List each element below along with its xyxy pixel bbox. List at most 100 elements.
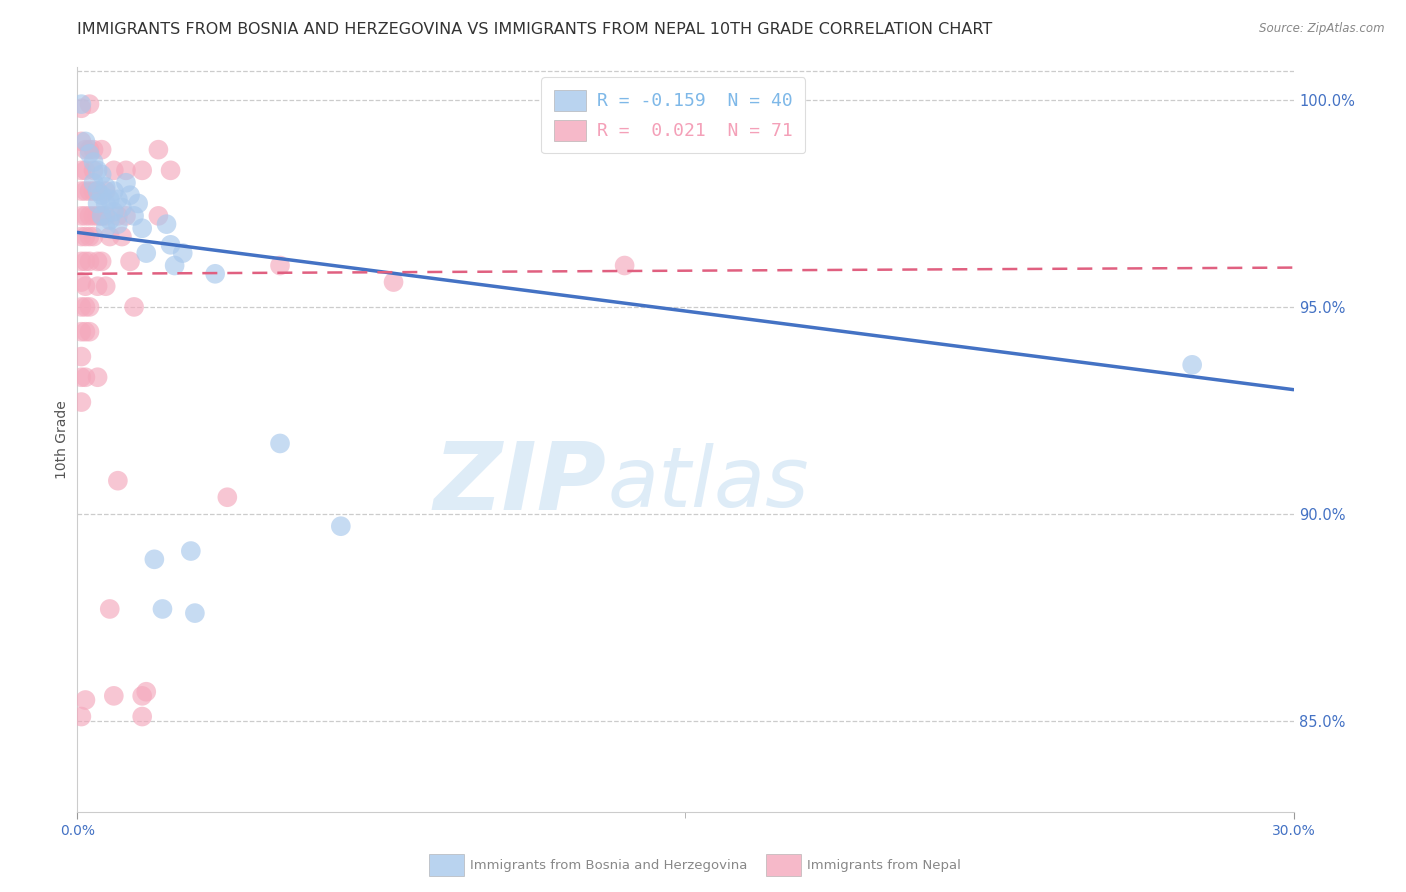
Point [75, 279, 97, 293]
Text: Immigrants from Nepal: Immigrants from Nepal [807, 859, 960, 871]
Point [115, 209, 138, 223]
Point [115, 163, 138, 178]
Text: Source: ZipAtlas.com: Source: ZipAtlas.com [1260, 22, 1385, 36]
Point [159, 237, 181, 252]
Point [90, 143, 112, 157]
Point [98, 602, 121, 616]
Point [83, 163, 105, 178]
Point [111, 201, 134, 215]
Point [86, 209, 108, 223]
Point [107, 192, 129, 206]
Point [269, 436, 291, 450]
Point [90, 209, 112, 223]
Text: ZIP: ZIP [433, 438, 606, 530]
Point [155, 217, 177, 231]
Point [159, 163, 181, 178]
Point [103, 163, 125, 178]
Text: Immigrants from Bosnia and Herzegovina: Immigrants from Bosnia and Herzegovina [470, 859, 747, 871]
Point [83, 176, 105, 190]
Point [70, 370, 93, 384]
Point [94, 180, 117, 194]
Point [70, 254, 93, 268]
Point [1181, 358, 1204, 372]
Point [70, 275, 93, 289]
Point [83, 143, 105, 157]
Point [180, 544, 202, 558]
Point [107, 209, 129, 223]
Point [204, 267, 226, 281]
Point [75, 143, 97, 157]
Point [79, 97, 101, 112]
Point [143, 552, 166, 566]
Point [172, 246, 194, 260]
Point [163, 259, 186, 273]
Point [90, 168, 112, 182]
Point [107, 217, 129, 231]
Point [118, 188, 141, 202]
Point [70, 97, 93, 112]
Point [70, 184, 93, 198]
Point [86, 184, 108, 198]
Text: atlas: atlas [607, 443, 810, 524]
Point [269, 259, 291, 273]
Point [79, 184, 101, 198]
Point [122, 300, 145, 314]
Point [94, 184, 117, 198]
Point [135, 246, 157, 260]
Legend: R = -0.159  N = 40, R =  0.021  N = 71: R = -0.159 N = 40, R = 0.021 N = 71 [541, 78, 806, 153]
Point [94, 279, 117, 293]
Point [70, 709, 93, 723]
Point [90, 254, 112, 268]
Point [382, 275, 405, 289]
Point [94, 221, 117, 235]
Point [152, 602, 174, 616]
Point [86, 254, 108, 268]
Point [70, 325, 93, 339]
Point [75, 229, 97, 244]
Point [613, 259, 636, 273]
Point [148, 209, 170, 223]
Point [75, 134, 97, 148]
Point [329, 519, 352, 533]
Point [86, 196, 108, 211]
Point [79, 143, 101, 157]
Point [98, 229, 121, 244]
Point [131, 163, 153, 178]
Point [115, 176, 138, 190]
Point [103, 689, 125, 703]
Point [127, 196, 149, 211]
Point [98, 213, 121, 227]
Point [75, 693, 97, 707]
Point [79, 300, 101, 314]
Point [70, 350, 93, 364]
Point [75, 370, 97, 384]
Point [75, 163, 97, 178]
Point [75, 209, 97, 223]
Point [131, 689, 153, 703]
Point [70, 209, 93, 223]
Point [75, 254, 97, 268]
Point [184, 606, 207, 620]
Point [70, 300, 93, 314]
Point [217, 490, 239, 504]
Point [107, 474, 129, 488]
Point [79, 325, 101, 339]
Point [75, 325, 97, 339]
Point [98, 192, 121, 206]
Point [90, 188, 112, 202]
Point [94, 209, 117, 223]
Point [75, 184, 97, 198]
Point [94, 196, 117, 211]
Point [70, 134, 93, 148]
Point [90, 209, 112, 223]
Point [79, 229, 101, 244]
Point [131, 709, 153, 723]
Point [70, 395, 93, 409]
Point [148, 143, 170, 157]
Point [83, 155, 105, 169]
Point [83, 184, 105, 198]
Point [118, 254, 141, 268]
Point [122, 209, 145, 223]
Point [70, 101, 93, 115]
Text: IMMIGRANTS FROM BOSNIA AND HERZEGOVINA VS IMMIGRANTS FROM NEPAL 10TH GRADE CORRE: IMMIGRANTS FROM BOSNIA AND HERZEGOVINA V… [77, 22, 993, 37]
